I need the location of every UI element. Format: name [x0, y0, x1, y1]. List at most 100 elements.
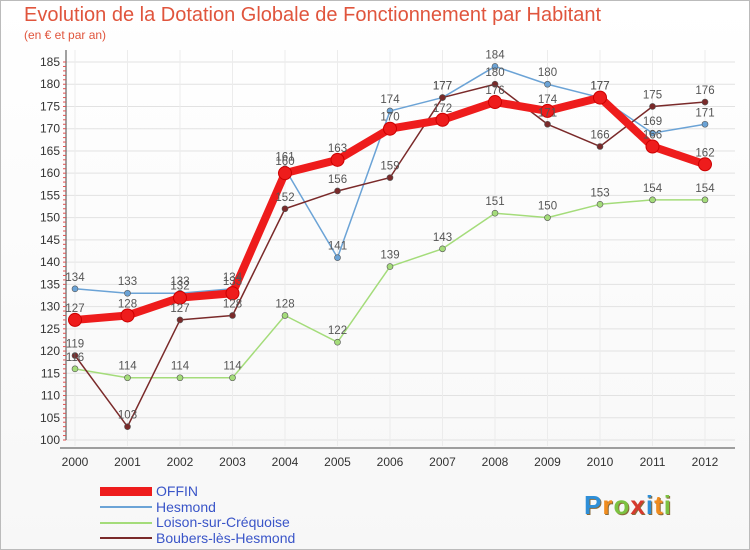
data-label: 114	[171, 361, 190, 373]
data-label: 150	[538, 201, 557, 213]
data-point	[386, 107, 394, 115]
data-label: 180	[538, 67, 557, 79]
legend-label: Boubers-lès-Hesmond	[156, 529, 296, 546]
data-label: 116	[66, 352, 84, 364]
data-point	[229, 312, 236, 319]
y-tick-label: 110	[41, 389, 60, 403]
data-point	[278, 166, 292, 181]
legend-item: OFFIN	[100, 484, 295, 500]
y-tick-label: 120	[40, 344, 60, 358]
y-tick-label: 160	[40, 166, 60, 180]
data-point	[701, 196, 709, 204]
data-point	[124, 423, 131, 430]
y-tick-label: 175	[40, 99, 60, 113]
axes: 1001051101151201251301351401451501551601…	[40, 50, 735, 469]
data-point	[68, 312, 82, 327]
data-label: 152	[275, 192, 294, 204]
data-label: 133	[223, 276, 242, 288]
data-label: 139	[380, 250, 399, 262]
legend-swatch	[100, 506, 152, 509]
gridlines	[66, 50, 735, 446]
data-point	[491, 63, 499, 70]
data-point	[383, 121, 397, 136]
data-point	[225, 286, 240, 301]
legend-label: Hesmond	[156, 498, 216, 515]
data-label: 132	[170, 281, 189, 293]
x-tick-label: 2005	[324, 455, 351, 469]
legend-label: Loison-sur-Créquoise	[156, 514, 290, 531]
data-label: 177	[590, 81, 609, 93]
data-label: 160	[275, 156, 294, 168]
y-tick-label: 130	[40, 300, 60, 314]
data-point	[491, 209, 499, 217]
data-point	[120, 308, 135, 323]
data-label: 128	[118, 298, 137, 310]
data-point	[334, 187, 341, 195]
data-label: 159	[380, 161, 399, 173]
data-label: 114	[223, 361, 242, 373]
legend-swatch	[100, 537, 152, 540]
logo-letter: r	[602, 490, 614, 520]
data-label: 153	[590, 187, 609, 199]
data-point	[334, 254, 341, 261]
legend-swatch	[100, 521, 152, 524]
data-label: 127	[65, 303, 84, 315]
data-point	[698, 157, 712, 172]
data-label: 156	[328, 174, 347, 186]
y-tick-label: 170	[40, 122, 60, 136]
legend: OFFIN Hesmond Loison-sur-Créquoise Boubers-…	[100, 484, 295, 546]
y-tick-label: 145	[40, 233, 60, 247]
data-point	[439, 245, 446, 253]
data-point	[435, 112, 450, 127]
data-point	[596, 143, 604, 150]
data-point	[229, 374, 236, 382]
data-label: 171	[695, 107, 714, 119]
data-label: 133	[118, 276, 137, 288]
data-point	[649, 196, 656, 204]
data-label: 170	[380, 112, 399, 124]
data-point	[701, 120, 709, 128]
y-tick-label: 135	[40, 277, 60, 291]
data-label: 134	[223, 272, 243, 284]
y-tick-label: 180	[40, 77, 60, 91]
data-point	[334, 338, 341, 346]
logo-letter: P	[584, 490, 603, 520]
data-label: 166	[643, 129, 662, 141]
data-point	[281, 312, 289, 319]
data-point	[71, 365, 79, 373]
x-tick-label: 2004	[272, 455, 299, 469]
data-label: 128	[223, 298, 242, 310]
data-point	[173, 290, 187, 305]
data-point	[593, 90, 607, 105]
data-point	[71, 352, 79, 359]
chart-subtitle: (en € et par an)	[24, 28, 107, 42]
data-point	[596, 201, 604, 208]
data-point	[544, 80, 551, 88]
legend-item: Loison-sur-Créquoise	[100, 515, 295, 531]
data-point	[386, 263, 394, 270]
data-label: 127	[170, 303, 189, 315]
data-label: 141	[328, 241, 347, 253]
y-tick-label: 105	[40, 411, 60, 425]
data-label: 103	[118, 410, 137, 422]
data-label: 177	[590, 81, 609, 93]
logo-letter: t	[654, 490, 664, 520]
data-label: 180	[485, 67, 504, 79]
data-label: 161	[275, 152, 294, 164]
legend-swatch	[100, 487, 152, 497]
data-point	[544, 120, 551, 128]
data-point	[330, 152, 345, 167]
data-label: 162	[695, 147, 714, 159]
y-tick-label: 100	[40, 433, 60, 447]
series-layer	[68, 63, 712, 430]
data-label: 172	[433, 103, 452, 115]
logo-letter: i	[645, 490, 655, 520]
y-tick-label: 150	[40, 211, 60, 225]
data-point	[71, 285, 79, 293]
data-label: 154	[643, 183, 663, 195]
x-tick-label: 2012	[692, 455, 719, 469]
data-label: 151	[485, 196, 504, 208]
data-label: 175	[643, 89, 662, 101]
